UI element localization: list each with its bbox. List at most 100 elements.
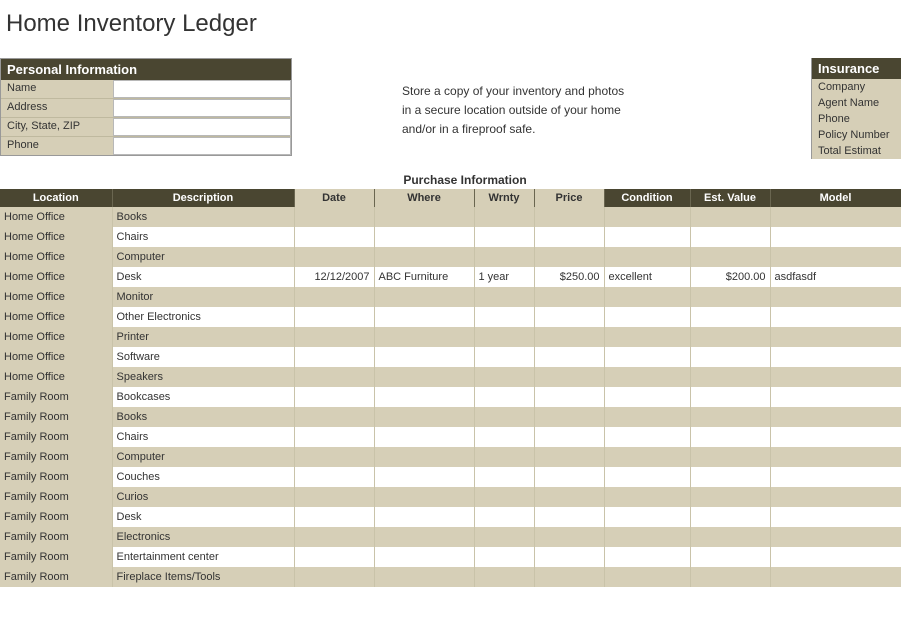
table-cell[interactable] (690, 387, 770, 407)
table-cell[interactable]: Printer (112, 327, 294, 347)
table-cell[interactable] (690, 247, 770, 267)
table-cell[interactable]: Desk (112, 507, 294, 527)
personal-field-input[interactable] (113, 118, 291, 136)
table-cell[interactable] (294, 447, 374, 467)
table-row[interactable]: Home OfficeSoftware (0, 347, 901, 367)
column-header[interactable]: Date (294, 189, 374, 207)
table-cell[interactable] (474, 247, 534, 267)
table-cell[interactable] (604, 487, 690, 507)
table-cell[interactable]: Home Office (0, 207, 112, 227)
table-cell[interactable] (690, 367, 770, 387)
table-cell[interactable] (534, 427, 604, 447)
table-cell[interactable] (294, 287, 374, 307)
table-cell[interactable]: Home Office (0, 347, 112, 367)
table-cell[interactable] (374, 327, 474, 347)
table-cell[interactable] (534, 247, 604, 267)
table-cell[interactable]: Home Office (0, 227, 112, 247)
table-cell[interactable] (690, 567, 770, 587)
column-header[interactable]: Where (374, 189, 474, 207)
table-cell[interactable] (474, 227, 534, 247)
table-cell[interactable] (770, 347, 901, 367)
table-cell[interactable] (474, 347, 534, 367)
table-cell[interactable] (474, 527, 534, 547)
table-cell[interactable] (294, 527, 374, 547)
table-cell[interactable]: Desk (112, 267, 294, 287)
table-cell[interactable] (770, 287, 901, 307)
table-cell[interactable]: Family Room (0, 427, 112, 447)
table-cell[interactable]: Family Room (0, 407, 112, 427)
table-cell[interactable] (374, 387, 474, 407)
table-cell[interactable] (604, 327, 690, 347)
table-row[interactable]: Family RoomChairs (0, 427, 901, 447)
table-cell[interactable] (690, 287, 770, 307)
table-cell[interactable] (604, 207, 690, 227)
table-cell[interactable]: Monitor (112, 287, 294, 307)
table-cell[interactable]: Speakers (112, 367, 294, 387)
table-cell[interactable] (770, 407, 901, 427)
table-cell[interactable] (690, 527, 770, 547)
table-cell[interactable] (770, 387, 901, 407)
table-cell[interactable] (690, 487, 770, 507)
table-cell[interactable] (690, 447, 770, 467)
table-cell[interactable]: 1 year (474, 267, 534, 287)
table-cell[interactable] (534, 547, 604, 567)
table-cell[interactable]: Bookcases (112, 387, 294, 407)
table-row[interactable]: Family RoomBooks (0, 407, 901, 427)
table-cell[interactable] (474, 367, 534, 387)
table-cell[interactable] (294, 207, 374, 227)
column-header[interactable]: Wrnty (474, 189, 534, 207)
table-cell[interactable] (474, 207, 534, 227)
table-cell[interactable]: Other Electronics (112, 307, 294, 327)
table-cell[interactable] (374, 567, 474, 587)
table-cell[interactable] (534, 467, 604, 487)
personal-field-input[interactable] (113, 99, 291, 117)
table-row[interactable]: Home OfficeBooks (0, 207, 901, 227)
table-cell[interactable] (374, 407, 474, 427)
table-cell[interactable]: asdfasdf (770, 267, 901, 287)
table-cell[interactable] (690, 347, 770, 367)
table-cell[interactable] (604, 347, 690, 367)
table-cell[interactable] (474, 287, 534, 307)
table-cell[interactable] (374, 447, 474, 467)
table-cell[interactable] (294, 247, 374, 267)
table-row[interactable]: Home OfficeOther Electronics (0, 307, 901, 327)
table-cell[interactable] (374, 287, 474, 307)
table-cell[interactable] (374, 487, 474, 507)
table-cell[interactable]: Family Room (0, 567, 112, 587)
table-cell[interactable] (534, 327, 604, 347)
table-cell[interactable] (604, 407, 690, 427)
table-cell[interactable]: Computer (112, 247, 294, 267)
table-cell[interactable] (534, 227, 604, 247)
table-cell[interactable] (374, 547, 474, 567)
table-row[interactable]: Family RoomFireplace Items/Tools (0, 567, 901, 587)
table-cell[interactable] (534, 407, 604, 427)
table-cell[interactable]: Home Office (0, 287, 112, 307)
table-cell[interactable]: Couches (112, 467, 294, 487)
table-row[interactable]: Family RoomEntertainment center (0, 547, 901, 567)
table-cell[interactable] (534, 367, 604, 387)
table-cell[interactable] (770, 207, 901, 227)
table-cell[interactable] (534, 287, 604, 307)
table-cell[interactable] (770, 247, 901, 267)
column-header[interactable]: Price (534, 189, 604, 207)
table-cell[interactable]: Family Room (0, 487, 112, 507)
table-cell[interactable] (770, 547, 901, 567)
table-cell[interactable] (374, 427, 474, 447)
table-cell[interactable] (474, 427, 534, 447)
table-cell[interactable] (604, 527, 690, 547)
column-header[interactable]: Model (770, 189, 901, 207)
table-cell[interactable]: Electronics (112, 527, 294, 547)
table-cell[interactable] (604, 507, 690, 527)
table-cell[interactable] (474, 467, 534, 487)
table-row[interactable]: Home OfficeSpeakers (0, 367, 901, 387)
table-cell[interactable] (770, 227, 901, 247)
table-cell[interactable] (474, 507, 534, 527)
table-row[interactable]: Home OfficeComputer (0, 247, 901, 267)
table-cell[interactable] (374, 347, 474, 367)
table-row[interactable]: Family RoomComputer (0, 447, 901, 467)
table-cell[interactable] (690, 547, 770, 567)
table-cell[interactable]: Software (112, 347, 294, 367)
table-cell[interactable] (534, 567, 604, 587)
table-cell[interactable] (294, 347, 374, 367)
table-cell[interactable]: Family Room (0, 447, 112, 467)
